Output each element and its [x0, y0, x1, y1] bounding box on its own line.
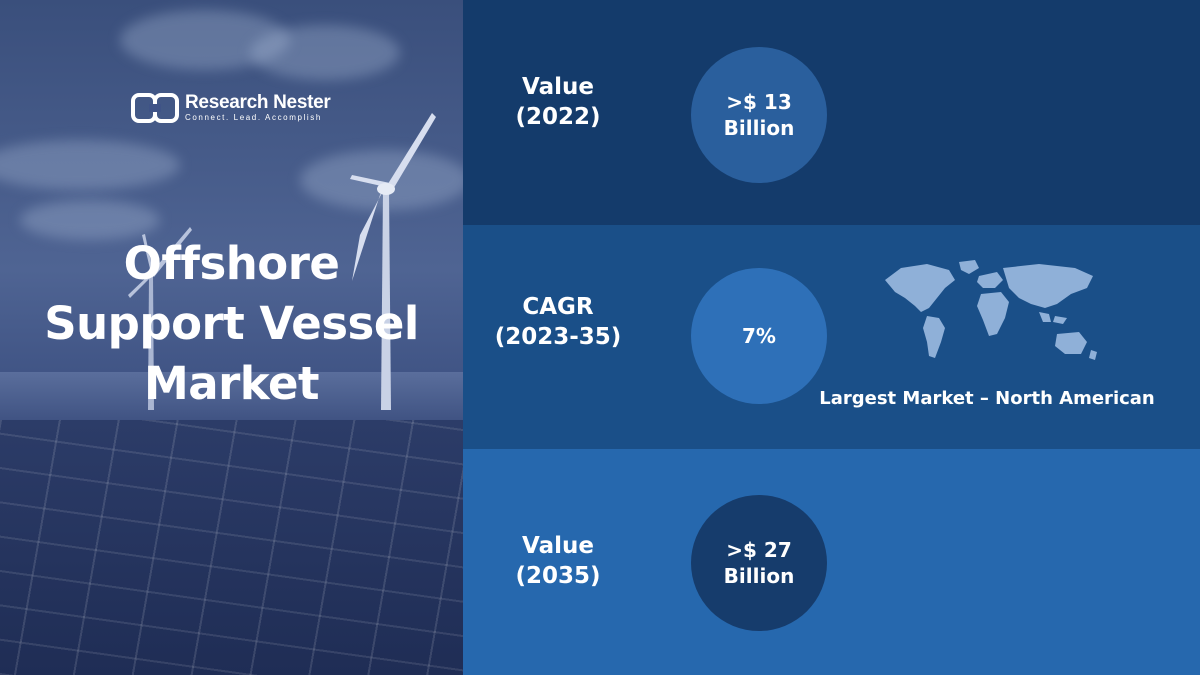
- stat-value-circle: 7%: [691, 268, 827, 404]
- wind-turbine-icon: [128, 227, 192, 410]
- brand-name: Research Nester: [185, 92, 331, 113]
- title-line: Market: [143, 357, 320, 410]
- title-line: Offshore: [123, 237, 340, 290]
- hero-panel: Research Nester Connect. Lead. Accomplis…: [0, 0, 463, 675]
- research-nester-logo: Research Nester Connect. Lead. Accomplis…: [131, 92, 331, 123]
- world-map-icon: [885, 260, 1097, 360]
- stat-band-value-2022: [463, 0, 1200, 225]
- solar-panel-icon: [0, 420, 463, 675]
- stat-label: CAGR (2023-35): [494, 294, 622, 350]
- stat-label: Value (2035): [515, 533, 601, 589]
- stat-label: Value (2022): [515, 74, 601, 130]
- stat-value-circle: >$ 27 Billion: [691, 495, 827, 631]
- largest-market-caption: Largest Market – North American: [819, 388, 1155, 409]
- title-line: Support Vessel: [44, 297, 419, 350]
- research-nester-logo-icon: [131, 93, 179, 123]
- wind-turbine-icon: [350, 113, 436, 410]
- stat-value-circle: >$ 13 Billion: [691, 47, 827, 183]
- stat-band-value-2035: [463, 449, 1200, 675]
- stats-panel: Value (2022) >$ 13 Billion CAGR (2023-35…: [463, 0, 1200, 675]
- page-title: Offshore Support Vessel Market: [0, 234, 463, 414]
- brand-tagline: Connect. Lead. Accomplish: [185, 113, 322, 122]
